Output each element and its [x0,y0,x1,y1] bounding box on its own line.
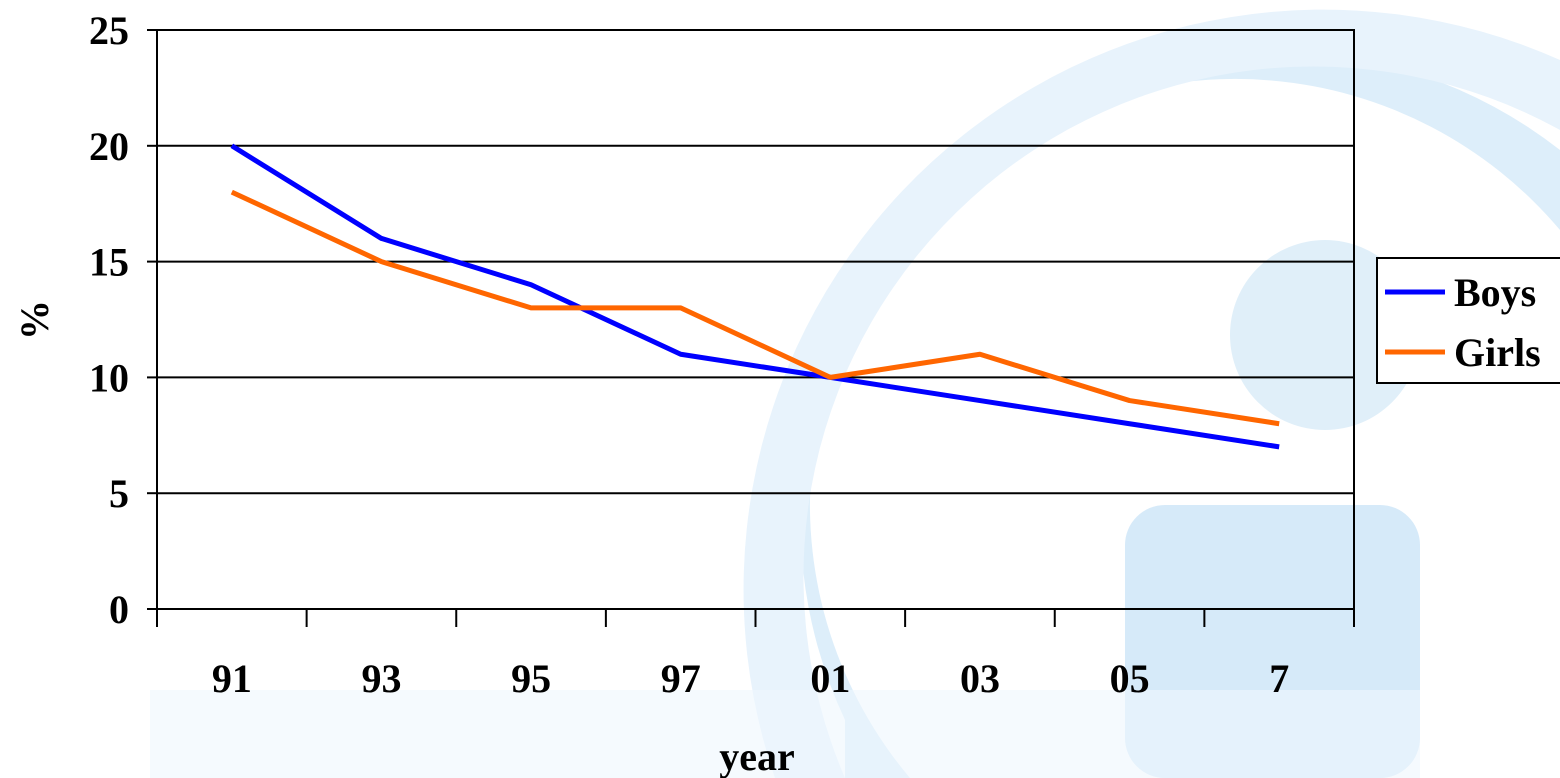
x-tick-label: 05 [1110,656,1150,701]
x-tick-label: 03 [960,656,1000,701]
legend: Boys Girls [1376,257,1560,384]
y-tick-label: 0 [109,587,129,632]
y-tick-label: 10 [89,355,129,400]
watermark-arc [800,50,1560,778]
y-axis-title: % [12,300,57,340]
legend-label-girls: Girls [1454,330,1541,375]
x-axis-title: year [719,734,795,778]
y-axis-ticks: 0 5 10 15 20 25 [89,8,157,632]
x-tick-label: 93 [361,656,401,701]
watermark-outer-band [743,9,1560,778]
x-tick-label: 97 [661,656,701,701]
series-lines [230,143,1280,450]
legend-label-boys: Boys [1454,270,1536,315]
watermark-dot [1230,240,1420,430]
y-tick-label: 15 [89,240,129,285]
x-tick-label: 01 [810,656,850,701]
x-tick-label: 95 [511,656,551,701]
series-line-girls [230,189,1280,427]
x-axis-ticks: 91 93 95 97 01 03 05 7 [156,609,1355,701]
y-tick-label: 5 [109,471,129,516]
y-tick-label: 25 [89,8,129,53]
x-tick-label: 91 [212,656,252,701]
x-tick-label: 7 [1269,656,1289,701]
watermark-base [150,690,1420,778]
y-tick-label: 20 [89,124,129,169]
series-line-boys [230,143,1280,450]
legend-box [1376,257,1560,384]
logo-watermark-icon [150,9,1560,778]
